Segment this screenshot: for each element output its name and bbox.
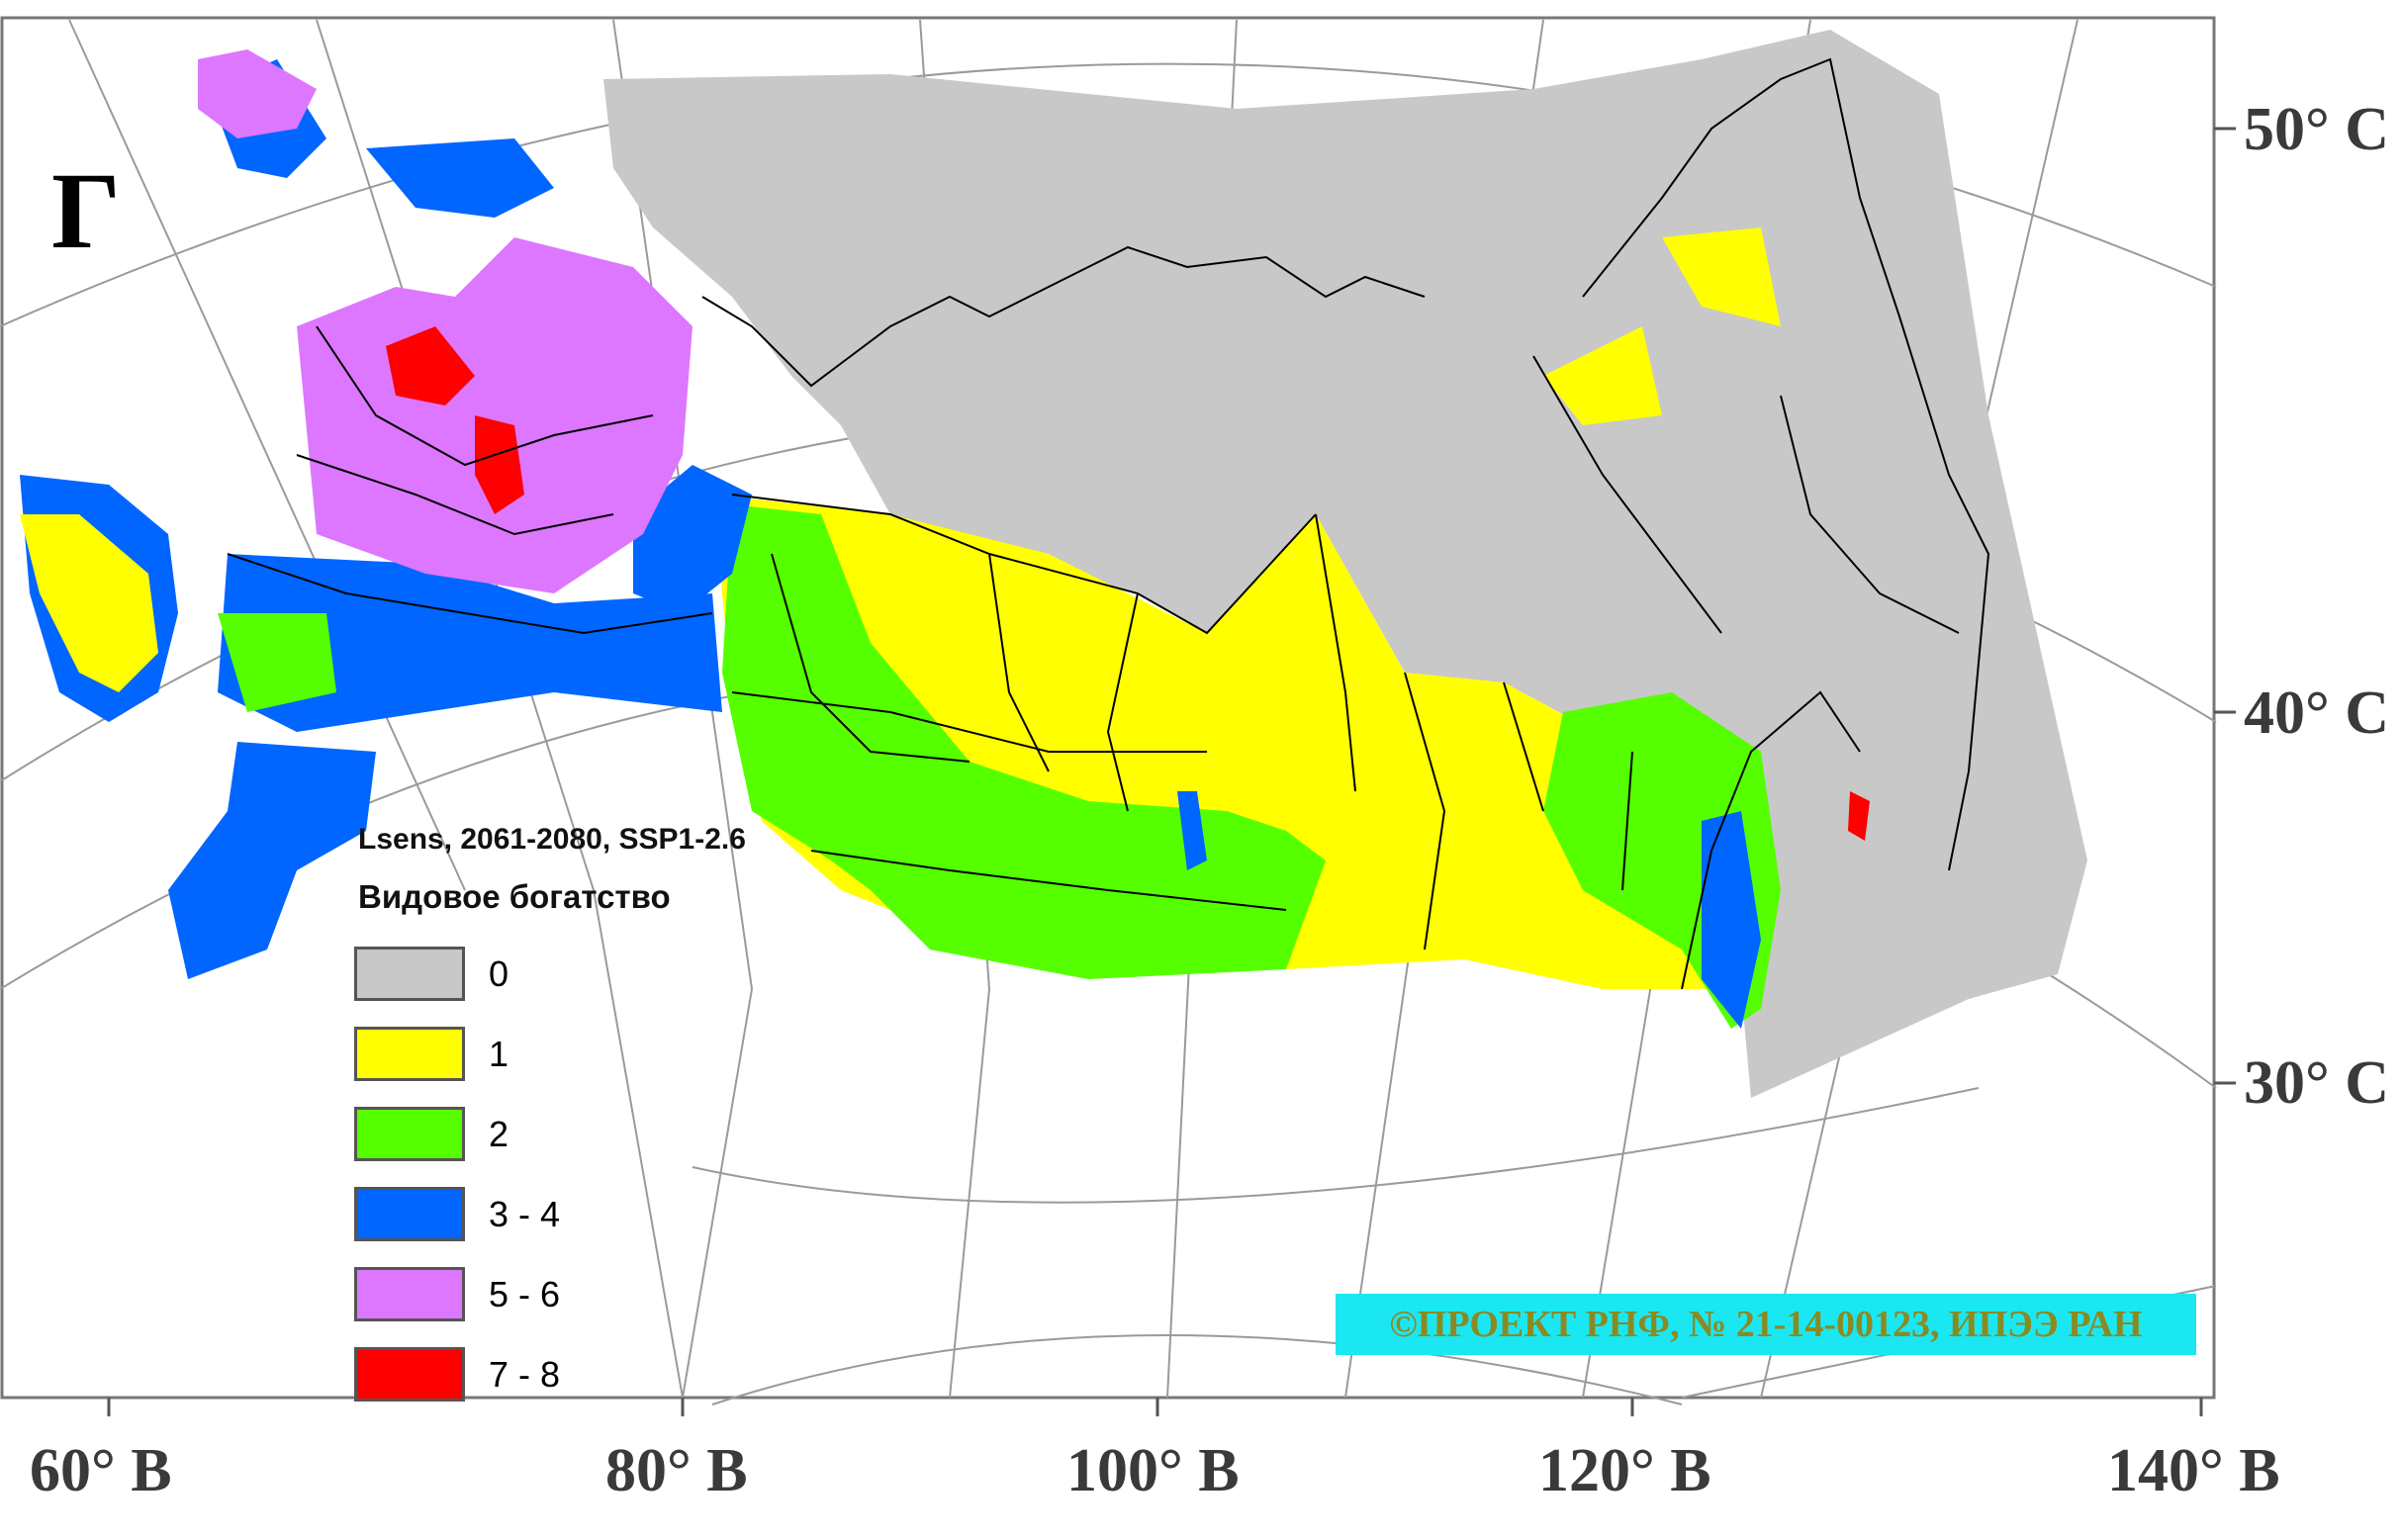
project-credit: ©ПРОЕКТ РНФ, № 21-14-00123, ИПЭЭ РАН xyxy=(1336,1294,2196,1355)
region-class-1 xyxy=(1543,326,1662,425)
legend-label: 0 xyxy=(489,952,509,994)
region-class-2 xyxy=(722,504,1326,979)
region-border xyxy=(316,325,654,467)
legend: Lsens, 2061-2080, SSP1-2.6 Видовое богат… xyxy=(354,823,746,1414)
region-class-7-8 xyxy=(386,326,475,406)
region-class-3-4 xyxy=(1177,791,1207,870)
region-border xyxy=(1780,395,1960,634)
legend-label: 1 xyxy=(489,1033,509,1074)
legend-item: 5 - 6 xyxy=(354,1254,746,1334)
lat-ticks xyxy=(2214,127,2236,1085)
legend-swatch xyxy=(354,1107,465,1161)
legend-label: 3 - 4 xyxy=(489,1193,561,1234)
region-border xyxy=(731,691,1207,753)
legend-item: 1 xyxy=(354,1014,746,1094)
parallel-line xyxy=(711,1334,1683,1405)
region-border xyxy=(227,553,713,635)
region-border xyxy=(1106,592,1139,812)
lon-label-100: 100° В xyxy=(1066,1437,1240,1504)
coastline xyxy=(1582,57,1990,871)
lon-label-140: 140° В xyxy=(2107,1437,2280,1504)
region-class-7-8 xyxy=(475,415,524,514)
panel-letter: Г xyxy=(51,150,121,271)
meridian-line xyxy=(68,19,466,891)
legend-swatch xyxy=(354,1187,465,1241)
region-class-3-4 xyxy=(218,554,722,732)
region-border xyxy=(1621,751,1633,891)
region-class-2 xyxy=(218,613,336,712)
region-border xyxy=(810,850,1287,911)
region-class-3-4 xyxy=(1702,811,1761,1029)
legend-label: 5 - 6 xyxy=(489,1273,561,1314)
lon-ticks xyxy=(107,1398,2203,1416)
region-class-3-4 xyxy=(168,742,376,979)
region-class-1 xyxy=(1662,227,1781,326)
legend-item: 0 xyxy=(354,934,746,1014)
region-border xyxy=(731,494,1317,635)
region-border xyxy=(1404,672,1446,951)
lon-label-80: 80° В xyxy=(605,1437,748,1504)
lat-label-40: 40° С xyxy=(2244,679,2390,747)
legend-title: Видовое богатство xyxy=(358,878,671,915)
legend-swatch xyxy=(354,1267,465,1321)
region-class-3-4 xyxy=(633,465,752,613)
legend-label: 7 - 8 xyxy=(489,1353,561,1395)
region-class-3-4 xyxy=(366,138,554,218)
coastline xyxy=(701,245,1426,388)
parallel-line xyxy=(692,1087,1980,1204)
lon-label-60: 60° В xyxy=(30,1437,172,1504)
legend-item: 2 xyxy=(354,1094,746,1174)
region-border xyxy=(1315,513,1356,792)
region-border xyxy=(296,454,614,536)
legend-swatch xyxy=(354,947,465,1001)
region-class-5-6 xyxy=(198,49,317,138)
region-class-1 xyxy=(20,514,158,692)
region-class-7-8 xyxy=(1848,791,1870,841)
region-border xyxy=(771,553,970,763)
lat-label-50: 50° С xyxy=(2244,96,2390,163)
admin-borders xyxy=(227,57,1990,990)
legend-scenario: Lsens, 2061-2080, SSP1-2.6 xyxy=(358,823,746,856)
region-border xyxy=(1532,355,1722,634)
legend-item: 7 - 8 xyxy=(354,1334,746,1414)
lat-label-30: 30° С xyxy=(2244,1049,2390,1117)
region-class-5-6 xyxy=(297,237,693,593)
legend-item: 3 - 4 xyxy=(354,1174,746,1254)
legend-swatch xyxy=(354,1347,465,1402)
region-border xyxy=(988,553,1050,772)
region-border xyxy=(1503,681,1544,812)
lon-label-120: 120° В xyxy=(1538,1437,1711,1504)
legend-label: 2 xyxy=(489,1113,509,1154)
legend-swatch xyxy=(354,1027,465,1081)
coastline xyxy=(1681,690,1861,990)
